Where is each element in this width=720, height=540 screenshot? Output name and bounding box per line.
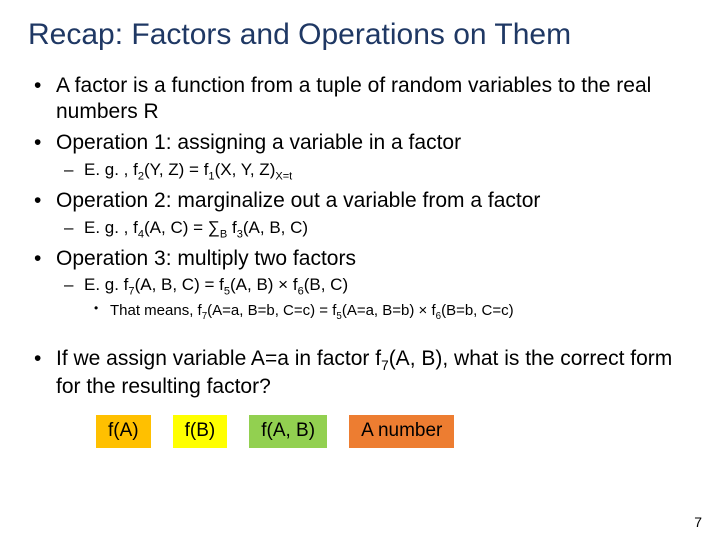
question-block: If we assign variable A=a in factor f7(A… (28, 346, 692, 448)
text: (A, B) × f (230, 275, 298, 294)
text: (A=a, B=b, C=c) = f (207, 302, 336, 319)
slide-container: Recap: Factors and Operations on Them A … (0, 0, 720, 448)
subscript: 7 (381, 358, 389, 373)
op3-subexample: That means, f7(A=a, B=b, C=c) = f5(A=a, … (84, 301, 692, 324)
text: E. g. f (84, 275, 128, 294)
page-number: 7 (694, 514, 702, 530)
bullet-operation-3: Operation 3: multiply two factors E. g. … (28, 246, 692, 324)
text: E. g. , f (84, 160, 138, 179)
op2-example: E. g. , f4(A, C) = ∑B f3(A, B, C) (56, 217, 692, 242)
slide-title: Recap: Factors and Operations on Them (28, 18, 692, 53)
bullet-text: Operation 3: multiply two factors (56, 247, 356, 270)
bullet-list: A factor is a function from a tuple of r… (28, 73, 692, 324)
answer-option-c[interactable]: f(A, B) (249, 415, 327, 448)
text: (A, B, C) = f (135, 275, 224, 294)
text: E. g. , f (84, 218, 138, 237)
text: f (227, 218, 236, 237)
op1-example: E. g. , f2(Y, Z) = f1(X, Y, Z)X=t (56, 159, 692, 184)
bullet-operation-1: Operation 1: assigning a variable in a f… (28, 130, 692, 184)
text: That means, f (110, 302, 202, 319)
answer-option-a[interactable]: f(A) (96, 415, 151, 448)
text: (X, Y, Z) (215, 160, 276, 179)
answer-option-b[interactable]: f(B) (173, 415, 228, 448)
text: (Y, Z) = f (144, 160, 208, 179)
text: (A, C) = ∑ (144, 218, 220, 237)
question-bullet: If we assign variable A=a in factor f7(A… (28, 346, 692, 402)
op3-example: E. g. f7(A, B, C) = f5(A, B) × f6(B, C) … (56, 274, 692, 323)
bullet-text: Operation 2: marginalize out a variable … (56, 189, 540, 212)
text: (B=b, C=c) (441, 302, 514, 319)
text: (A=a, B=b) × f (342, 302, 436, 319)
text: (B, C) (304, 275, 348, 294)
subscript: X=t (275, 171, 292, 183)
bullet-text: A factor is a function from a tuple of r… (56, 74, 651, 124)
answer-row: f(A) f(B) f(A, B) A number (96, 415, 692, 448)
bullet-factor-def: A factor is a function from a tuple of r… (28, 73, 692, 127)
bullet-text: Operation 1: assigning a variable in a f… (56, 131, 461, 154)
bullet-operation-2: Operation 2: marginalize out a variable … (28, 188, 692, 242)
text: (A, B, C) (243, 218, 308, 237)
text: If we assign variable A=a in factor f (56, 347, 381, 370)
answer-option-d[interactable]: A number (349, 415, 454, 448)
